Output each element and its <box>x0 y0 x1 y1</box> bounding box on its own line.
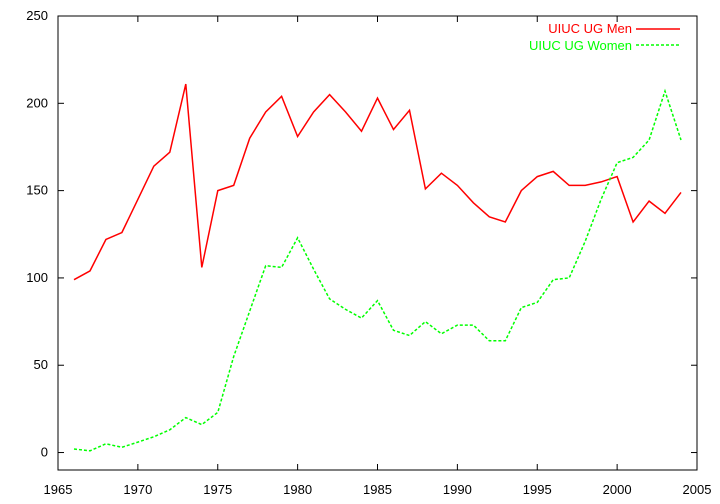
x-tick-label: 1995 <box>523 482 552 497</box>
x-tick-label: 1985 <box>363 482 392 497</box>
legend-label-women: UIUC UG Women <box>529 38 632 53</box>
x-tick-label: 2005 <box>683 482 712 497</box>
x-tick-label: 2000 <box>603 482 632 497</box>
legend-label-men: UIUC UG Men <box>548 21 632 36</box>
x-tick-label: 1980 <box>283 482 312 497</box>
plot-frame <box>57 15 698 471</box>
x-tick-label: 1965 <box>44 482 73 497</box>
y-tick-label: 250 <box>26 8 48 23</box>
series-line-women <box>73 88 682 452</box>
y-tick-label: 150 <box>26 183 48 198</box>
y-tick-label: 50 <box>34 357 48 372</box>
series-lines <box>73 83 682 452</box>
x-tick-label: 1990 <box>443 482 472 497</box>
x-tick-label: 1975 <box>203 482 232 497</box>
y-tick-label: 0 <box>41 445 48 460</box>
series-line-men <box>73 83 682 281</box>
y-tick-label: 200 <box>26 95 48 110</box>
tick-labels: 1965 1970 1975 1980 1985 1990 1995 2000 2005 0 50 1… <box>26 8 711 497</box>
y-tick-label: 100 <box>26 270 48 285</box>
legend: UIUC UG Men UIUC UG Women <box>529 21 680 53</box>
x-tick-label: 1970 <box>123 482 152 497</box>
